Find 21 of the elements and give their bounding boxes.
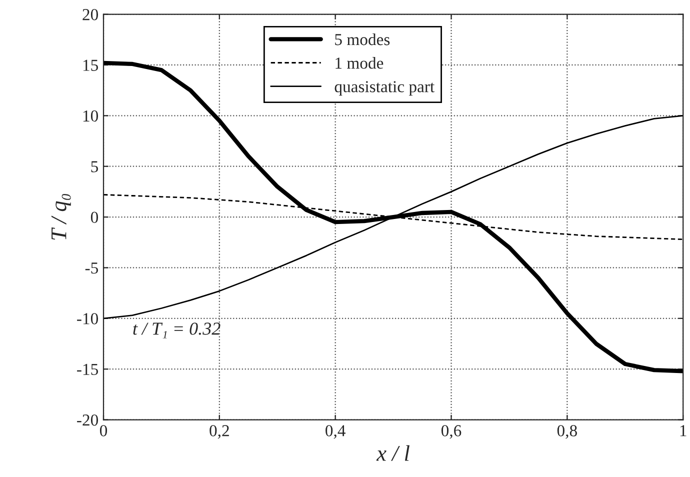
x-tick-label: 0,2 — [210, 425, 229, 439]
x-tick-label: 0,4 — [326, 425, 346, 439]
x-axis-title: x / l — [376, 445, 410, 461]
x-tick-label: 1 — [680, 425, 686, 436]
y-tick-label: 0 — [90, 212, 98, 223]
legend-label: 5 modes — [335, 33, 390, 46]
y-tick-label: -15 — [77, 364, 98, 376]
y-axis-title: T / q₀ — [51, 194, 71, 240]
x-tick-label: 0,6 — [441, 425, 462, 439]
y-tick-label: -10 — [77, 313, 98, 324]
x-tick-label: 0 — [100, 425, 108, 436]
y-tick-label: 5 — [91, 161, 98, 172]
x-tick-label: 0,8 — [557, 425, 577, 439]
y-tick-label: 20 — [82, 9, 98, 20]
annotation: t / T₁ = 0.32 — [133, 322, 220, 338]
y-tick-label: -5 — [85, 262, 98, 274]
legend-label: 1 mode — [336, 57, 384, 69]
y-tick-label: 10 — [83, 110, 98, 122]
y-tick-label: 15 — [83, 60, 98, 71]
legend-label: quasistatic part — [334, 81, 435, 96]
y-tick-label: -20 — [77, 414, 98, 426]
